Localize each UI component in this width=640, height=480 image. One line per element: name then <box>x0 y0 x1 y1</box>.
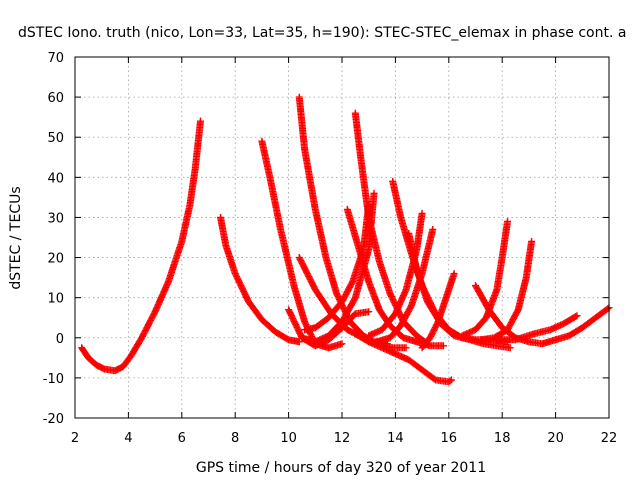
series-arc <box>552 304 613 344</box>
y-tick-label: 60 <box>47 91 64 106</box>
data-point <box>572 313 580 321</box>
y-axis-label: dSTEC / TECUs <box>8 186 24 289</box>
series-arc <box>258 137 346 352</box>
data-point <box>604 305 612 313</box>
y-tick-label: 0 <box>56 332 64 347</box>
chart-title: dSTEC Iono. truth (nico, Lon=33, Lat=35,… <box>18 25 626 41</box>
series-arc <box>351 330 455 386</box>
x-tick-label: 18 <box>494 431 511 446</box>
data-points <box>78 93 613 386</box>
y-tick-label: 50 <box>47 131 64 146</box>
data-point <box>528 238 536 246</box>
series-arc <box>458 217 512 340</box>
x-tick-label: 6 <box>178 431 186 446</box>
data-point <box>439 342 447 350</box>
series-arc <box>217 213 303 346</box>
data-point <box>196 117 204 125</box>
data-point <box>506 344 514 352</box>
y-tick-label: 70 <box>47 51 64 66</box>
x-tick-label: 14 <box>387 431 404 446</box>
data-point <box>370 189 378 197</box>
x-ticks: 2 4 6 8 10 12 14 16 18 20 22 <box>71 57 617 446</box>
series-arc <box>418 270 458 352</box>
x-tick-label: 22 <box>601 431 618 446</box>
data-point <box>295 338 303 346</box>
y-tick-label: 20 <box>47 252 64 267</box>
x-tick-label: 8 <box>231 431 239 446</box>
x-tick-label: 2 <box>71 431 79 446</box>
x-tick-label: 12 <box>334 431 351 446</box>
series-arc <box>477 238 536 344</box>
data-point <box>446 377 454 385</box>
y-tick-label: 10 <box>47 292 64 307</box>
data-point <box>573 312 581 320</box>
x-tick-label: 10 <box>280 431 297 446</box>
y-tick-label: -20 <box>43 412 64 427</box>
series-arc <box>389 177 512 346</box>
y-tick-label: -10 <box>43 372 64 387</box>
series-arc <box>493 312 581 344</box>
data-point <box>429 225 437 233</box>
x-tick-label: 4 <box>124 431 132 446</box>
data-point <box>447 376 455 384</box>
data-point <box>504 217 512 225</box>
data-point <box>338 340 346 348</box>
series-arc <box>78 117 204 375</box>
x-tick-label: 20 <box>547 431 564 446</box>
series-arc <box>295 254 410 352</box>
y-tick-label: 40 <box>47 171 64 186</box>
y-tick-label: 30 <box>47 211 64 226</box>
x-tick-label: 16 <box>441 431 458 446</box>
data-point <box>450 270 458 278</box>
grid <box>75 57 609 418</box>
data-point <box>418 209 426 217</box>
data-point <box>402 344 410 352</box>
data-point <box>365 308 373 316</box>
y-ticks: -20 -10 0 10 20 30 40 50 60 70 <box>43 51 609 427</box>
x-axis-label: GPS time / hours of day 320 of year 2011 <box>196 460 486 476</box>
